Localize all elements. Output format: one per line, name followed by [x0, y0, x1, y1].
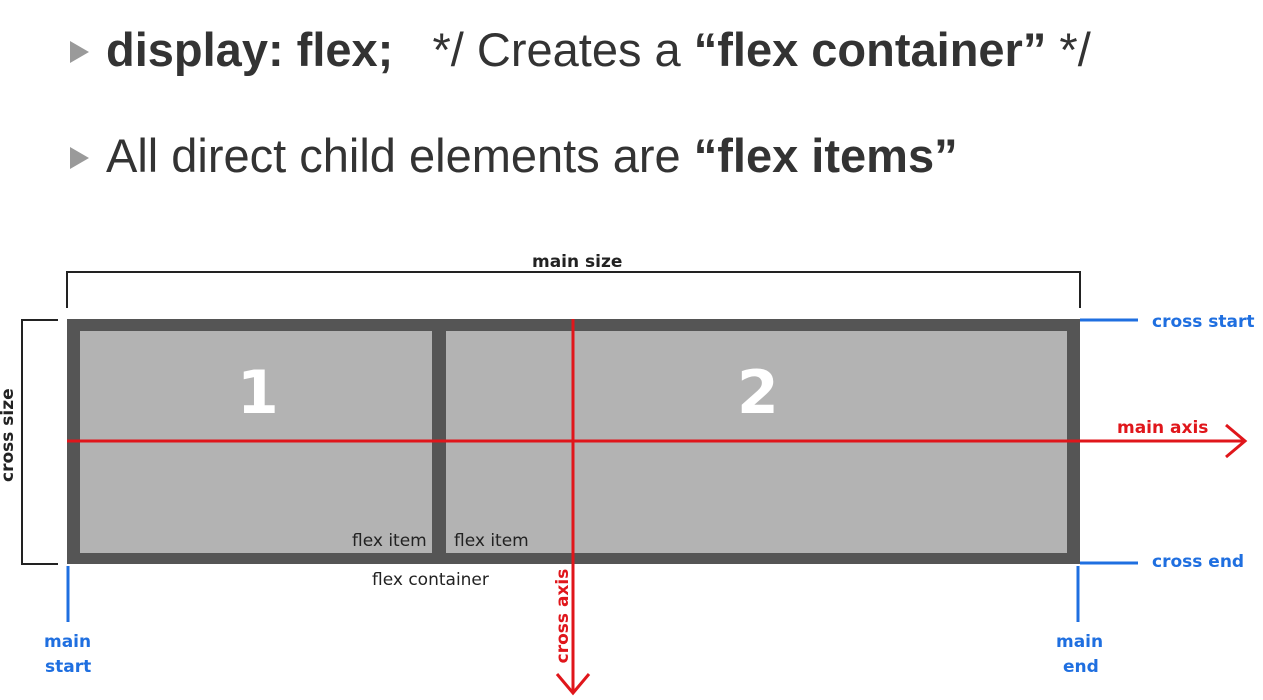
flex-item-1-label: flex item [352, 531, 427, 551]
code-display-flex: display: flex; [106, 23, 394, 76]
main-end-label-line2: end [1063, 657, 1099, 677]
bullet-display-flex: display: flex; */ Creates a “flex contai… [70, 22, 1091, 77]
item-2-number: 2 [737, 358, 779, 428]
cross-axis-label: cross axis [553, 568, 573, 664]
cross-end-label: cross end [1152, 552, 1245, 572]
main-size-label: main size [532, 252, 623, 272]
bullet-triangle-icon [70, 146, 89, 169]
cross-start-label: cross start [1152, 312, 1255, 332]
flex-container-label: flex container [372, 570, 489, 590]
main-start-label-line1: main [44, 632, 92, 652]
flex-item-2-label: flex item [454, 531, 529, 551]
cross-size-label: cross size [0, 388, 18, 482]
main-start-label-line2: start [45, 657, 92, 677]
bullet-flex-items: All direct child elements are “flex item… [70, 128, 958, 183]
bullet-triangle-icon [70, 40, 89, 63]
item-1-number: 1 [237, 358, 279, 428]
comment-close: */ [1059, 23, 1091, 76]
main-axis-label: main axis [1117, 418, 1209, 438]
bullet2-text: All direct child elements are [106, 129, 681, 182]
bullet2-bold: “flex items” [693, 129, 958, 182]
main-size-bracket [66, 271, 1081, 308]
cross-axis-arrowhead [555, 673, 591, 696]
main-end-label-line1: main [1056, 632, 1104, 652]
cross-size-bracket [21, 319, 58, 565]
comment-bold: “flex container” [693, 23, 1047, 76]
main-axis-arrowhead [1225, 423, 1248, 459]
comment-open: */ Creates a [432, 23, 681, 76]
